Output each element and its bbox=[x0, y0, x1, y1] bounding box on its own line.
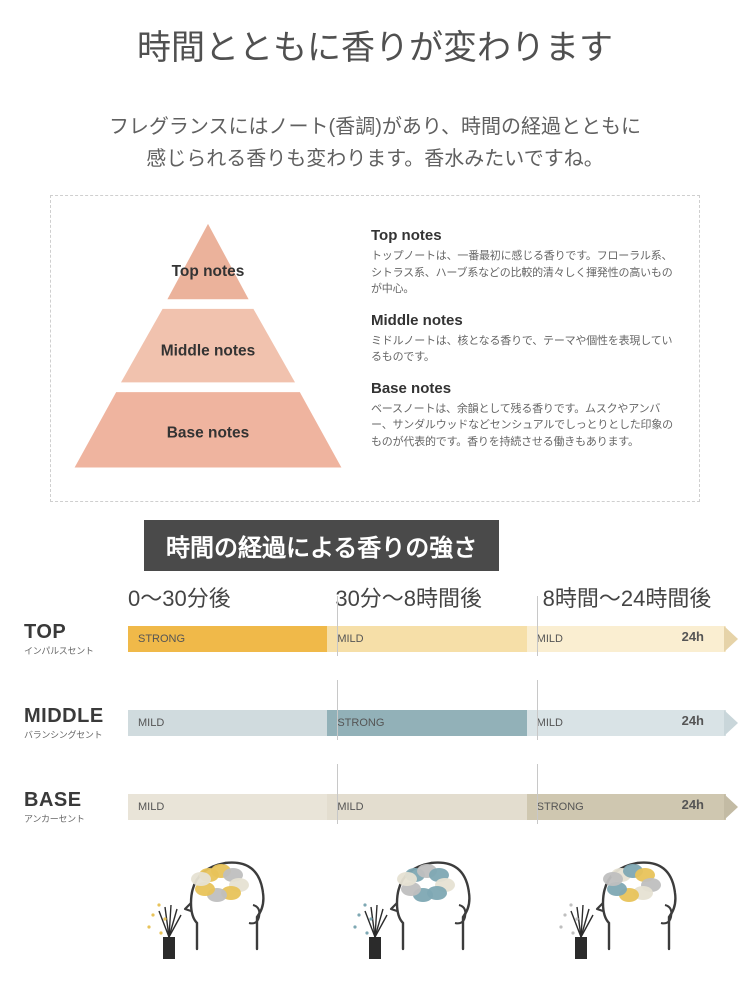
page-subtitle: フレグランスにはノート(香調)があり、時間の経過とともに 感じられる香りも変わり… bbox=[0, 111, 750, 175]
head-brain-icon bbox=[553, 845, 713, 965]
note-block-top: Top notes トップノートは、一番最初に感じる香りです。フローラル系、シト… bbox=[371, 227, 679, 298]
bar-end-label: 24h bbox=[682, 713, 704, 728]
intensity-row-top: TOPインパルスセントSTRONGMILDMILD24h bbox=[0, 621, 750, 657]
time-axis-labels: 0～30分後 30分～8時間後 8時間～24時間後 bbox=[0, 581, 750, 613]
row-label: BASEアンカーセント bbox=[24, 789, 128, 825]
head-brain-icon bbox=[141, 845, 301, 965]
head-item-1 bbox=[128, 845, 314, 965]
bar-end-label: 24h bbox=[682, 797, 704, 812]
intensity-segment: MILD bbox=[128, 794, 327, 820]
intensity-row-base: BASEアンカーセントMILDMILDSTRONG24h bbox=[0, 789, 750, 825]
note-title-base: Base notes bbox=[371, 380, 679, 397]
intensity-segment: STRONG bbox=[128, 626, 327, 652]
intensity-segment: MILD bbox=[128, 710, 327, 736]
time-label-3: 8時間～24時間後 bbox=[543, 581, 750, 613]
segment-divider bbox=[337, 764, 338, 824]
note-title-middle: Middle notes bbox=[371, 312, 679, 329]
note-desc-top: トップノートは、一番最初に感じる香りです。フローラル系、シトラス系、ハーブ系など… bbox=[371, 248, 679, 298]
note-desc-base: ベースノートは、余韻として残る香りです。ムスクやアンバー、サンダルウッドなどセン… bbox=[371, 401, 679, 451]
intensity-row-middle: MIDDLEバランシングセントMILDSTRONGMILD24h bbox=[0, 705, 750, 741]
intensity-rows: TOPインパルスセントSTRONGMILDMILD24hMIDDLEバランシング… bbox=[0, 621, 750, 825]
intensity-segment: MILD bbox=[327, 626, 526, 652]
intensity-bar: MILDMILDSTRONG24h bbox=[128, 794, 726, 820]
time-label-2: 30分～8時間後 bbox=[335, 581, 542, 613]
bar-end-label: 24h bbox=[682, 629, 704, 644]
intensity-segment: STRONG bbox=[327, 710, 526, 736]
arrowhead-icon bbox=[724, 794, 738, 820]
subtitle-line-1: フレグランスにはノート(香調)があり、時間の経過とともに bbox=[109, 116, 641, 138]
row-label: MIDDLEバランシングセント bbox=[24, 705, 128, 741]
row-label-sub: インパルスセント bbox=[24, 644, 128, 657]
segment-divider bbox=[537, 764, 538, 824]
note-desc-middle: ミドルノートは、核となる香りで、テーマや個性を表現しているものです。 bbox=[371, 333, 679, 366]
row-label-sub: アンカーセント bbox=[24, 812, 128, 825]
row-label: TOPインパルスセント bbox=[24, 621, 128, 657]
segment-divider bbox=[337, 680, 338, 740]
time-label-1: 0～30分後 bbox=[128, 581, 335, 613]
svg-text:Middle notes: Middle notes bbox=[161, 342, 255, 359]
subtitle-line-2: 感じられる香りも変わります。香水みたいですね。 bbox=[146, 148, 603, 170]
svg-text:Base notes: Base notes bbox=[167, 424, 249, 441]
segment-divider bbox=[337, 596, 338, 656]
notes-pyramid: Top notes Middle notes Base notes bbox=[63, 220, 353, 471]
row-label-main: MIDDLE bbox=[24, 705, 128, 728]
note-title-top: Top notes bbox=[371, 227, 679, 244]
head-brain-icon bbox=[347, 845, 507, 965]
row-label-sub: バランシングセント bbox=[24, 728, 128, 741]
segment-divider bbox=[537, 680, 538, 740]
head-item-2 bbox=[334, 845, 520, 965]
intensity-header: 時間の経過による香りの強さ bbox=[144, 520, 499, 571]
notes-descriptions: Top notes トップノートは、一番最初に感じる香りです。フローラル系、シト… bbox=[371, 227, 679, 464]
note-block-base: Base notes ベースノートは、余韻として残る香りです。ムスクやアンバー、… bbox=[371, 380, 679, 451]
brain-heads-row bbox=[0, 845, 750, 965]
intensity-segment: MILD bbox=[327, 794, 526, 820]
intensity-bar: MILDSTRONGMILD24h bbox=[128, 710, 726, 736]
row-label-main: BASE bbox=[24, 789, 128, 812]
pyramid-panel: Top notes Middle notes Base notes Top no… bbox=[50, 195, 700, 502]
page-title: 時間とともに香りが変わります bbox=[0, 0, 750, 69]
segment-divider bbox=[537, 596, 538, 656]
note-block-middle: Middle notes ミドルノートは、核となる香りで、テーマや個性を表現して… bbox=[371, 312, 679, 366]
intensity-bar: STRONGMILDMILD24h bbox=[128, 626, 726, 652]
arrowhead-icon bbox=[724, 626, 738, 652]
svg-text:Top notes: Top notes bbox=[172, 263, 245, 280]
head-item-3 bbox=[540, 845, 726, 965]
row-label-main: TOP bbox=[24, 621, 128, 644]
arrowhead-icon bbox=[724, 710, 738, 736]
